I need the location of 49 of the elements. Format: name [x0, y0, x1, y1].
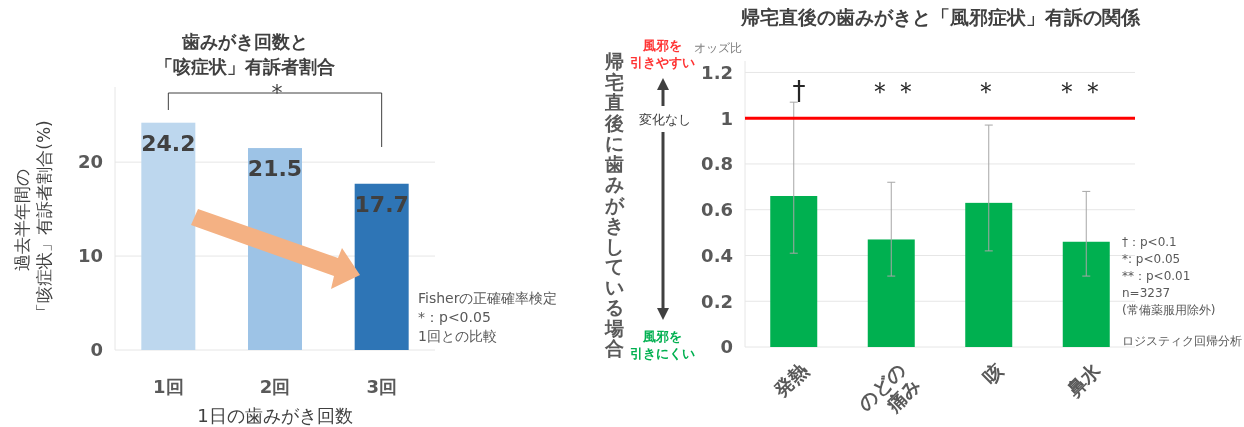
y-tick-label: 0.4: [701, 244, 733, 266]
text: 変化なし: [639, 112, 691, 127]
y-tick-label: 1.2: [701, 61, 733, 83]
data-label: 17.7: [354, 191, 409, 217]
annotation: ロジスティク回帰分析: [1122, 334, 1242, 348]
data-label: 21.5: [247, 156, 303, 182]
bar: [965, 202, 1013, 347]
x-axis-title: 1日の歯みがき回数: [197, 405, 353, 426]
y-tick-label: 10: [77, 245, 103, 267]
annotation: †: [792, 76, 806, 106]
chart-title: 歯みがき回数と「咳症状」有訴者割合: [155, 31, 335, 77]
bar: [770, 195, 818, 347]
annotation: Fisherの正確確率検定: [418, 290, 558, 306]
annotation: *: p<0.05: [1122, 252, 1181, 266]
y-tick-label: 1: [720, 107, 733, 129]
text: 帰宅直後に歯みがきしている場合: [604, 50, 624, 360]
x-tick-label: 咳: [977, 358, 1007, 388]
annotation: 1回との比較: [418, 328, 497, 344]
annotation: (常備薬服用除外): [1122, 303, 1216, 317]
y-tick-label: 20: [77, 151, 103, 173]
text: 風邪を引きやすい: [629, 38, 695, 70]
x-tick-label: 鼻水: [1061, 357, 1106, 402]
data-label: 24.2: [141, 130, 196, 156]
y-tick-label: 0: [720, 336, 733, 358]
x-tick-label: 発熱: [768, 358, 812, 402]
chart-title: 帰宅直後の歯みがきと「風邪症状」有訴の関係: [739, 6, 1141, 28]
y-tick-label: 0.2: [701, 290, 733, 312]
x-tick-label: 3回: [366, 376, 397, 397]
text: 風邪を引きにくい: [629, 329, 695, 361]
x-tick-label: 1回: [153, 376, 184, 397]
y-axis-title: 過去半年間の「咳症状」有訴者割合(%): [12, 120, 54, 320]
text: オッズ比: [694, 41, 742, 55]
x-tick-label: のどの痛み: [853, 358, 925, 417]
y-tick-label: 0: [90, 339, 103, 361]
annotation: †：p<0.1: [1122, 235, 1177, 249]
annotation: *：p<0.05: [418, 309, 491, 325]
y-tick-label: 0.8: [701, 153, 733, 175]
x-tick-label: 2回: [259, 376, 291, 397]
annotation: ＊＊: [867, 76, 919, 106]
bar: [867, 239, 915, 347]
annotation: n=3237: [1122, 286, 1171, 300]
bar: [1062, 241, 1110, 347]
y-tick-label: 0.6: [701, 199, 733, 221]
annotation: **：p<0.01: [1122, 269, 1191, 283]
bar: [141, 122, 196, 350]
annotation: ＊＊: [1054, 76, 1106, 106]
annotation: *: [271, 80, 283, 105]
annotation: ＊: [973, 76, 999, 106]
bar: [354, 183, 409, 350]
